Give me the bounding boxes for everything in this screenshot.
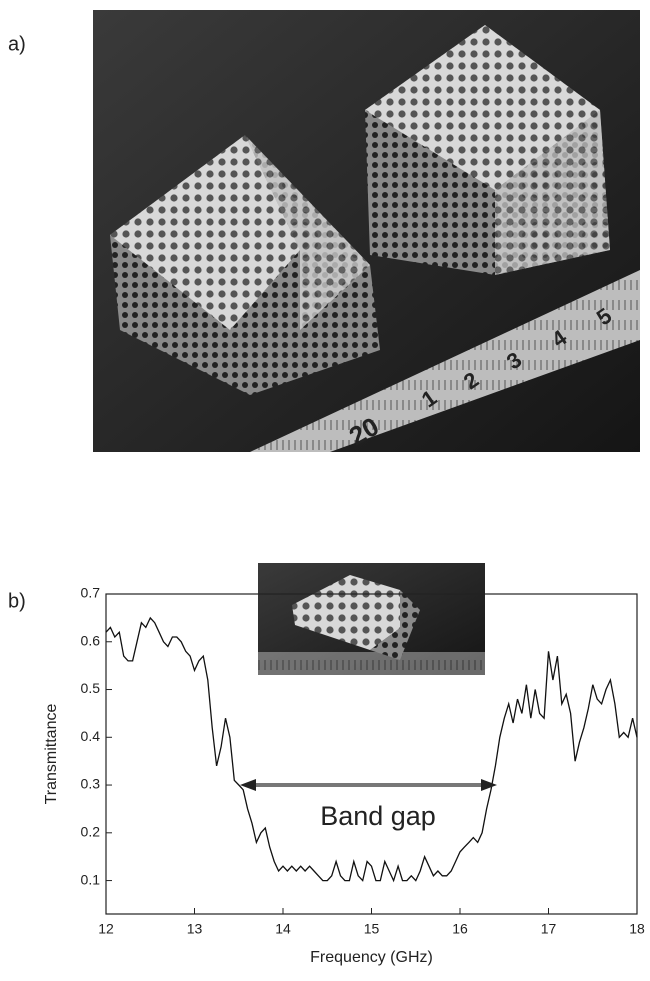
x-tick-label: 15 <box>364 921 380 937</box>
figure: a) b) 2012345121314151617180.10.20.30.40… <box>0 0 650 976</box>
x-tick-label: 12 <box>98 921 114 937</box>
arrow-head <box>481 779 497 791</box>
inset-photo <box>258 563 485 675</box>
x-tick-label: 14 <box>275 921 291 937</box>
y-tick-label: 0.3 <box>81 776 101 792</box>
x-axis-label: Frequency (GHz) <box>310 949 433 966</box>
y-tick-label: 0.4 <box>81 728 101 744</box>
y-tick-label: 0.7 <box>81 585 101 601</box>
x-tick-label: 18 <box>629 921 645 937</box>
y-tick-label: 0.6 <box>81 632 101 648</box>
y-tick-label: 0.2 <box>81 824 101 840</box>
y-axis-label: Transmittance <box>43 704 60 805</box>
panel-label: b) <box>8 590 26 612</box>
x-tick-label: 16 <box>452 921 468 937</box>
x-tick-label: 13 <box>187 921 203 937</box>
panel-label: a) <box>8 33 26 55</box>
photo <box>93 10 640 452</box>
y-tick-label: 0.5 <box>81 680 101 696</box>
annotation: Band gap <box>320 801 436 831</box>
y-tick-label: 0.1 <box>81 871 101 887</box>
x-tick-label: 17 <box>541 921 557 937</box>
